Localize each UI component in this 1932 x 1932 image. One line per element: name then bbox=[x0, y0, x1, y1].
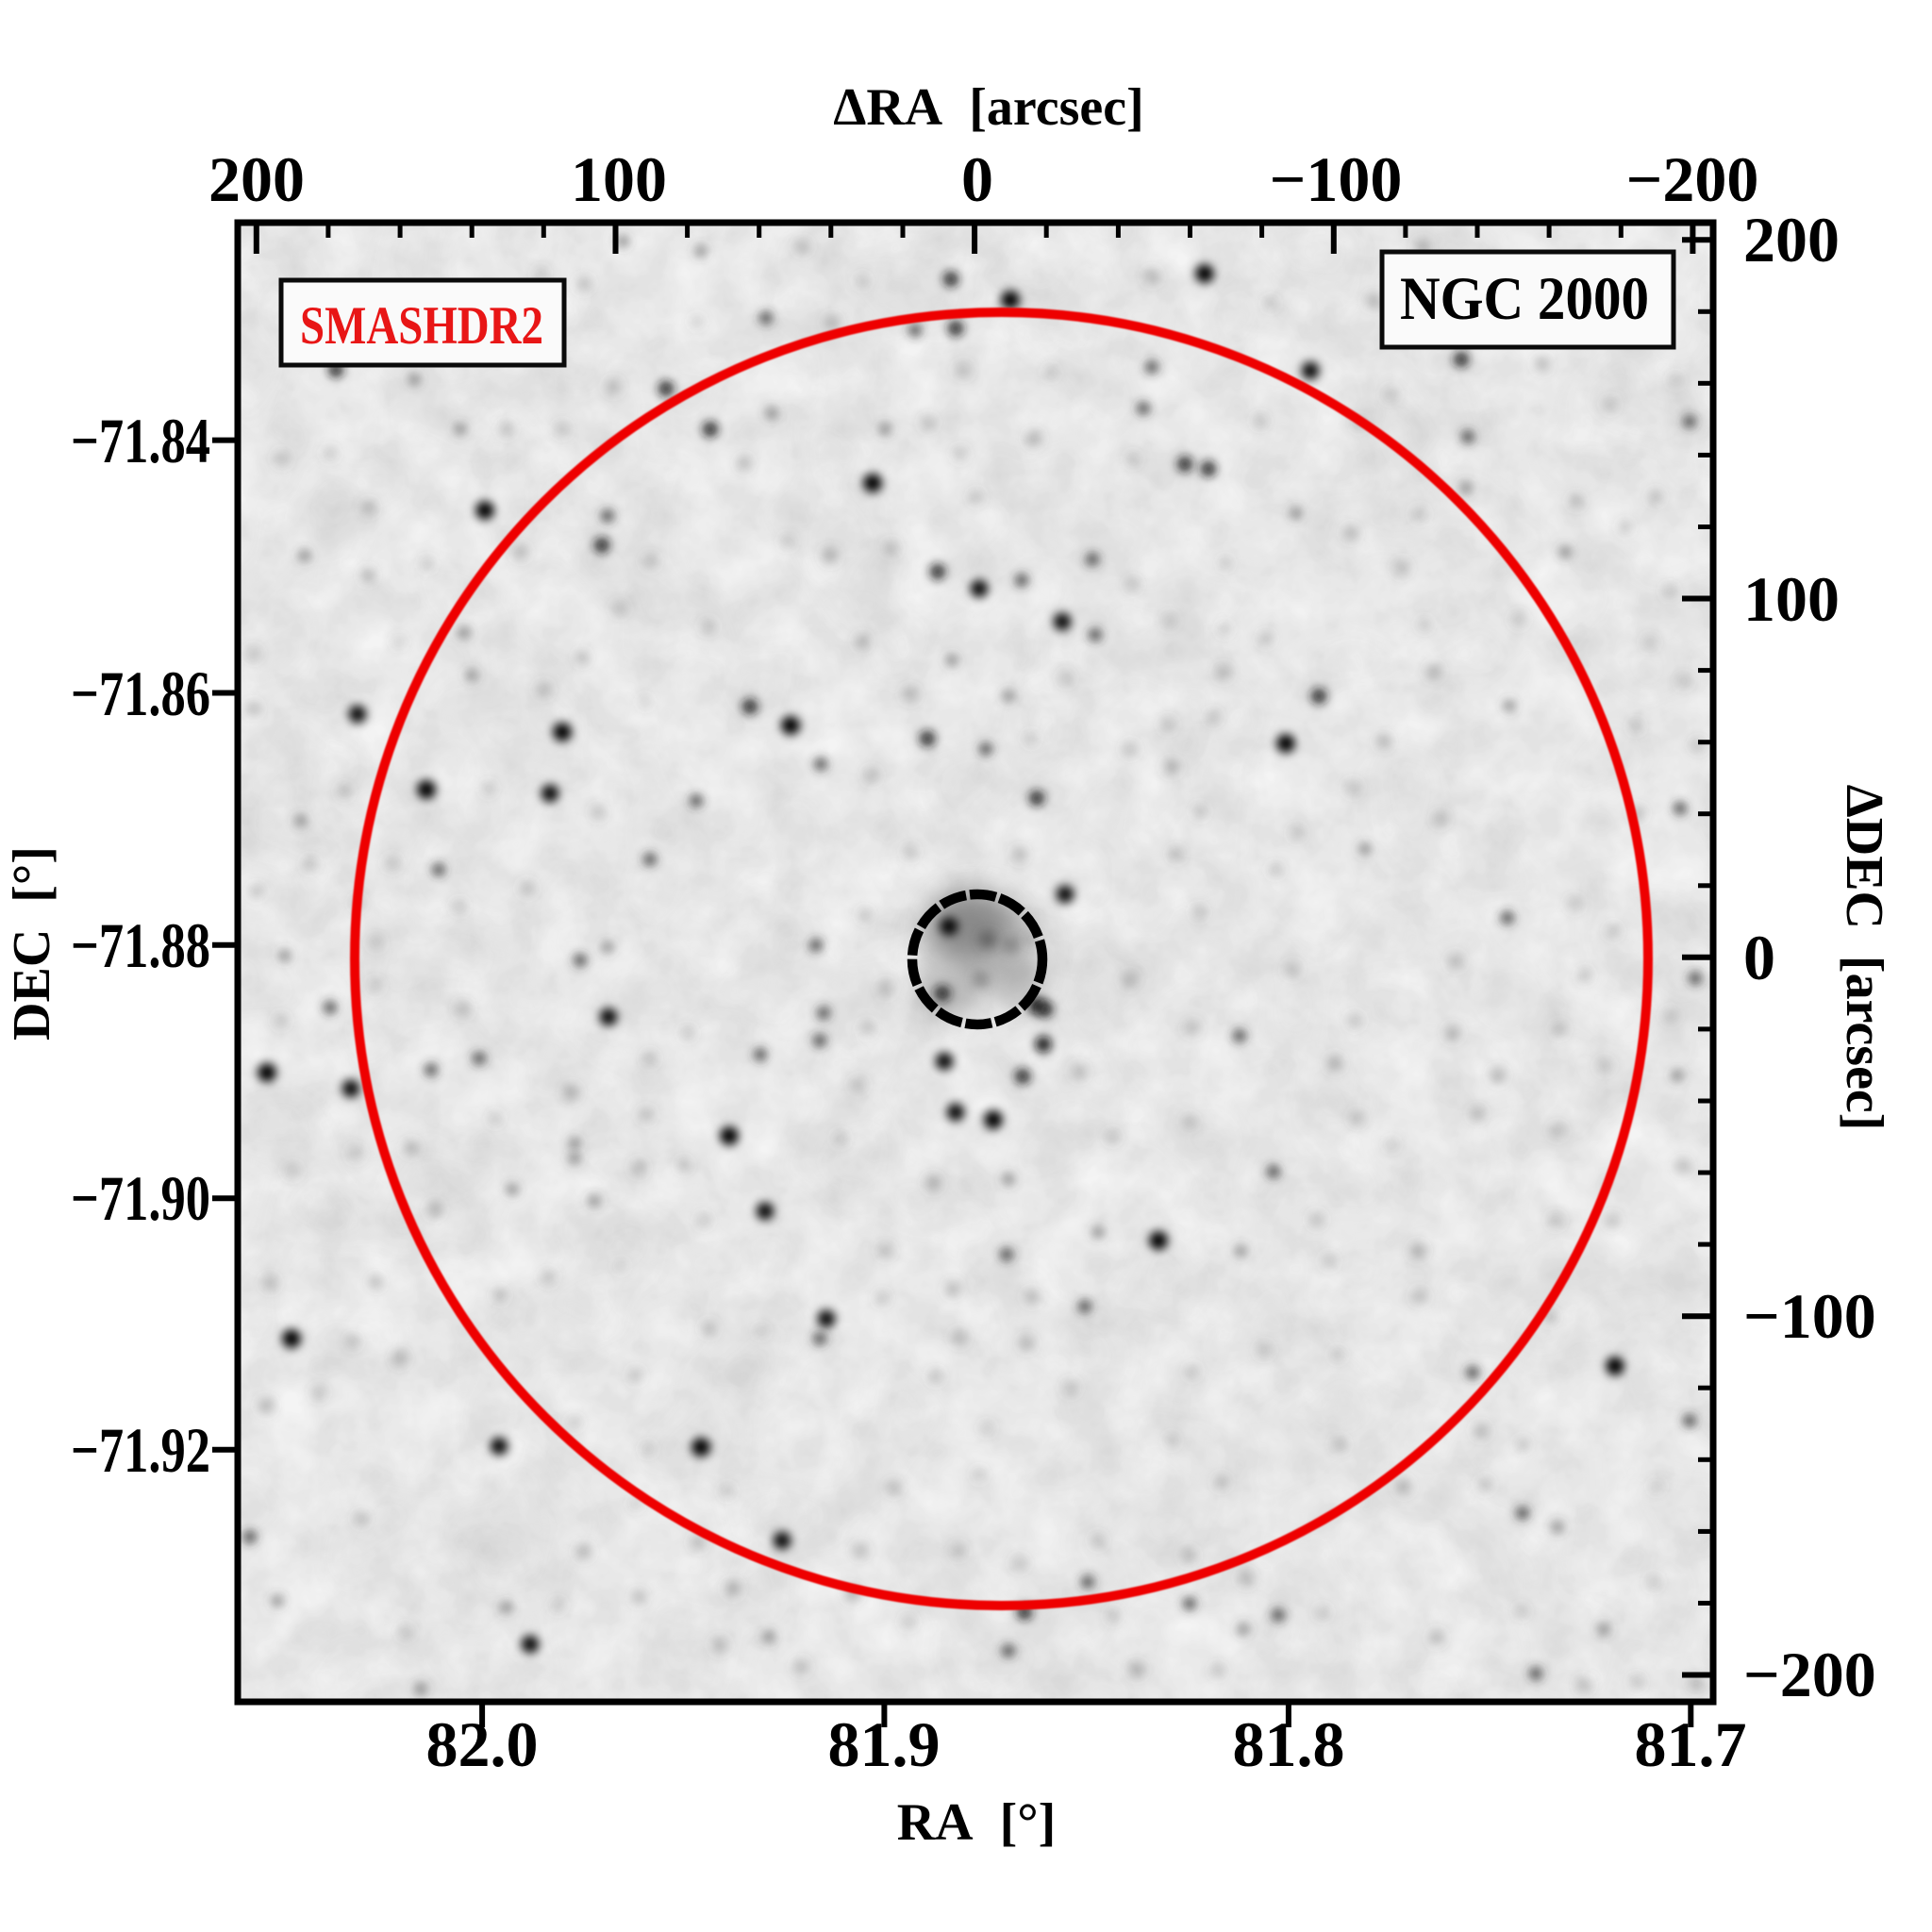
svg-text:−200: −200 bbox=[1626, 143, 1759, 215]
svg-text:81.7: 81.7 bbox=[1635, 1708, 1747, 1780]
svg-text:RA [°]: RA [°] bbox=[897, 1793, 1057, 1852]
svg-text:0: 0 bbox=[1743, 922, 1775, 993]
svg-text:−71.90: −71.90 bbox=[71, 1162, 210, 1234]
svg-text:ΔRA [arcsec]: ΔRA [arcsec] bbox=[833, 78, 1144, 137]
svg-text:100: 100 bbox=[571, 143, 667, 215]
svg-text:SMASHDR2: SMASHDR2 bbox=[300, 296, 543, 356]
svg-text:200: 200 bbox=[208, 143, 305, 215]
svg-text:−71.84: −71.84 bbox=[71, 405, 210, 476]
svg-text:−200: −200 bbox=[1743, 1639, 1876, 1710]
svg-text:−71.88: −71.88 bbox=[71, 909, 210, 981]
svg-text:−100: −100 bbox=[1270, 143, 1403, 215]
svg-text:−71.92: −71.92 bbox=[71, 1414, 210, 1486]
svg-text:200: 200 bbox=[1743, 204, 1840, 275]
svg-text:ΔDEC [arcsec]: ΔDEC [arcsec] bbox=[1835, 785, 1893, 1131]
svg-text:81.8: 81.8 bbox=[1233, 1708, 1345, 1780]
svg-text:0: 0 bbox=[961, 143, 993, 215]
svg-text:NGC 2000: NGC 2000 bbox=[1400, 265, 1649, 333]
svg-text:100: 100 bbox=[1743, 563, 1840, 635]
svg-text:82.0: 82.0 bbox=[426, 1708, 539, 1780]
svg-text:−100: −100 bbox=[1743, 1280, 1876, 1352]
svg-text:81.9: 81.9 bbox=[828, 1708, 941, 1780]
svg-text:DEC [°]: DEC [°] bbox=[3, 846, 61, 1041]
svg-text:−71.86: −71.86 bbox=[71, 658, 210, 729]
